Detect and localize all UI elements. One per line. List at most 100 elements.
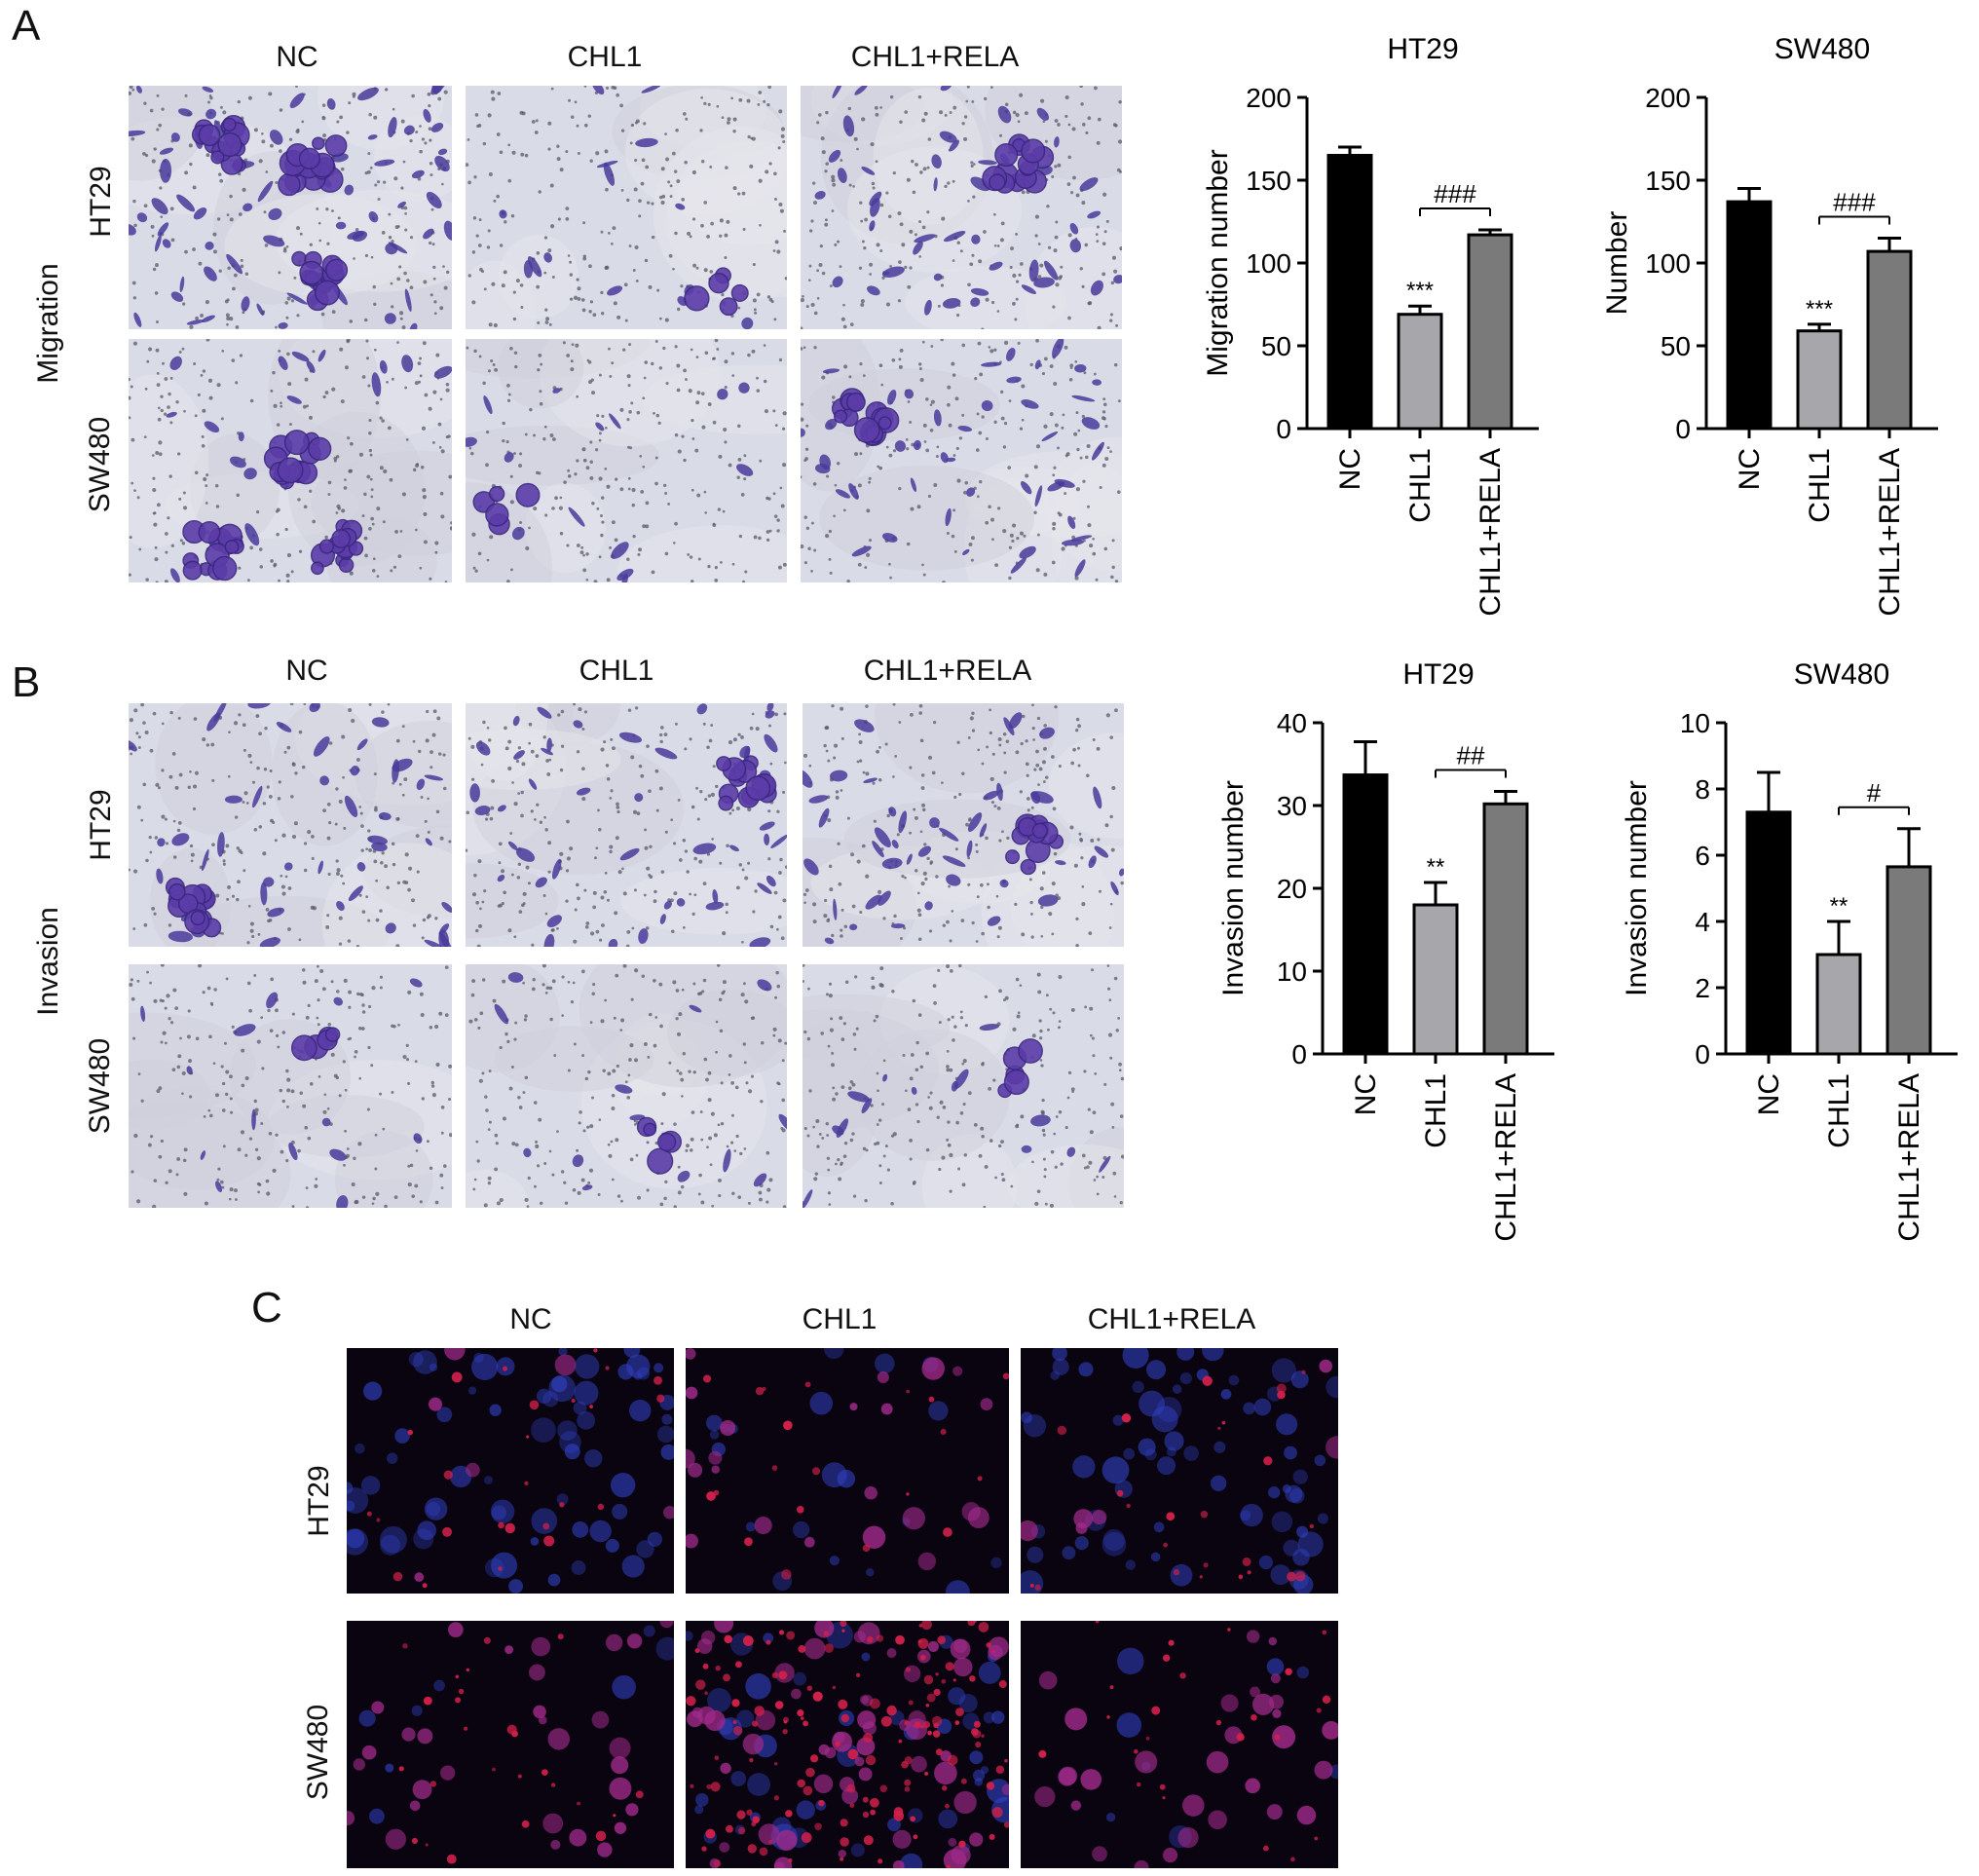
micrograph-a-ht29-nc: [129, 86, 452, 329]
row-head-a-sw480: SW480: [84, 416, 116, 513]
row-head-c-ht29: HT29: [303, 1465, 335, 1537]
x-tick-label: CHL1+RELA: [1874, 448, 1906, 617]
row-head-c-sw480: SW480: [302, 1704, 334, 1801]
panel-letter-a: A: [12, 2, 41, 50]
y-axis-label: Migration number: [1202, 149, 1234, 376]
col-head-b-nc: NC: [285, 655, 328, 687]
x-tick-label: CHL1+RELA: [1893, 1073, 1925, 1242]
col-head-b-chl1: CHL1: [579, 655, 654, 687]
significance-hashes: ###: [1833, 188, 1876, 217]
y-tick-label: 2: [1695, 973, 1710, 1003]
y-tick-label: 40: [1277, 708, 1307, 738]
y-tick-label: 10: [1277, 957, 1307, 987]
x-tick-label: CHL1: [1804, 448, 1836, 523]
col-head-a-nc: NC: [276, 41, 318, 73]
significance-stars: ***: [1806, 296, 1833, 322]
bar-nc: [1745, 810, 1792, 1056]
y-tick-label: 4: [1695, 907, 1710, 937]
fluorescence-c-ht29-nc: [347, 1348, 674, 1594]
micrograph-a-ht29-chl1-rela: [801, 86, 1122, 329]
micrograph-b-sw480-chl1: [466, 964, 787, 1208]
bar-chart-invasion-sw480: SW480 Invasion number 0 2 4 6 8 10 NC CHL1 CHL1+RE…: [1617, 645, 1967, 1278]
col-head-c-chl1: CHL1: [802, 1303, 877, 1335]
bar-chart-migration-sw480: SW480 Number 0 50 100 150 200 NC CHL1 CHL1+RELA **…: [1597, 19, 1948, 643]
y-tick-label: 6: [1695, 841, 1710, 871]
x-tick-label: CHL1: [1823, 1073, 1855, 1148]
x-tick-label: NC: [1334, 448, 1366, 490]
micrograph-b-ht29-chl1-rela: [803, 703, 1124, 947]
x-tick-label: CHL1+RELA: [1490, 1073, 1522, 1242]
micrograph-b-ht29-nc: [129, 703, 452, 947]
significance-hashes: ##: [1457, 741, 1485, 770]
y-tick-label: 0: [1291, 1039, 1307, 1069]
bar-chl1: [1412, 903, 1459, 1056]
bar-chart-migration-ht29: HT29 Migration number 0 50 100 150 200 NC CHL1 CH…: [1198, 19, 1549, 643]
bar-nc: [1326, 154, 1373, 431]
y-axis-label: Number: [1601, 211, 1633, 316]
col-head-a-chl1-rela: CHL1+RELA: [850, 41, 1020, 73]
row-head-b-invasion: Invasion: [32, 907, 64, 1016]
panel-letter-b: B: [12, 658, 41, 706]
bar-chl1: [1397, 313, 1443, 431]
x-tick-label: CHL1: [1420, 1073, 1452, 1148]
y-tick-label: 200: [1645, 83, 1691, 113]
y-tick-label: 0: [1695, 1039, 1710, 1069]
x-tick-label: NC: [1753, 1073, 1785, 1115]
significance-hashes: ###: [1434, 179, 1476, 208]
micrograph-a-ht29-chl1: [466, 86, 787, 329]
bar-chl1: [1796, 329, 1843, 431]
col-head-a-chl1: CHL1: [567, 41, 643, 73]
significance-stars: **: [1830, 893, 1848, 919]
y-tick-label: 10: [1680, 708, 1710, 738]
y-axis-label: Invasion number: [1621, 780, 1653, 996]
fluorescence-c-ht29-chl1-rela: [1021, 1348, 1338, 1594]
row-head-a-ht29: HT29: [85, 166, 117, 238]
col-head-c-chl1-rela: CHL1+RELA: [1087, 1303, 1256, 1335]
panel-letter-c: C: [251, 1284, 282, 1332]
bar-chl1-rela: [1886, 865, 1932, 1056]
significance-stars: ***: [1406, 278, 1434, 304]
chart-title: HT29: [1387, 33, 1458, 65]
y-tick-label: 150: [1246, 166, 1291, 196]
x-tick-label: NC: [1350, 1073, 1382, 1115]
col-head-c-nc: NC: [509, 1303, 552, 1335]
y-tick-label: 150: [1645, 166, 1691, 196]
y-tick-label: 50: [1261, 331, 1291, 361]
micrograph-b-sw480-nc: [129, 964, 452, 1208]
y-tick-label: 30: [1277, 791, 1307, 821]
micrograph-a-sw480-chl1: [466, 339, 787, 582]
micrograph-a-sw480-chl1-rela: [801, 339, 1122, 582]
fluorescence-c-ht29-chl1: [686, 1348, 1009, 1594]
bar-chl1-rela: [1467, 233, 1513, 431]
fluorescence-c-sw480-nc: [347, 1621, 674, 1868]
chart-title: SW480: [1794, 658, 1889, 691]
row-head-a-migration: Migration: [32, 263, 64, 384]
significance-stars: **: [1427, 854, 1445, 881]
bar-chl1-rela: [1866, 249, 1913, 431]
row-head-b-sw480: SW480: [84, 1037, 116, 1135]
micrograph-b-ht29-chl1: [466, 703, 787, 947]
bar-chl1: [1815, 953, 1862, 1056]
y-tick-label: 50: [1661, 331, 1691, 361]
x-tick-label: NC: [1734, 448, 1766, 490]
y-tick-label: 100: [1246, 248, 1291, 279]
x-tick-label: CHL1: [1404, 448, 1437, 523]
y-tick-label: 0: [1675, 414, 1691, 444]
row-head-b-ht29: HT29: [85, 789, 117, 861]
micrograph-a-sw480-nc: [129, 339, 452, 582]
y-tick-label: 0: [1276, 414, 1291, 444]
bar-nc: [1726, 200, 1773, 431]
bar-chl1-rela: [1482, 802, 1529, 1056]
y-axis-label: Invasion number: [1217, 780, 1250, 996]
y-tick-label: 100: [1645, 248, 1691, 279]
y-tick-label: 20: [1277, 874, 1307, 904]
fluorescence-c-sw480-chl1-rela: [1021, 1621, 1338, 1868]
chart-title: HT29: [1402, 658, 1474, 691]
col-head-b-chl1-rela: CHL1+RELA: [863, 655, 1032, 687]
bar-nc: [1342, 773, 1389, 1056]
micrograph-b-sw480-chl1-rela: [803, 964, 1124, 1208]
chart-title: SW480: [1774, 33, 1870, 65]
fluorescence-c-sw480-chl1: [686, 1621, 1009, 1868]
y-tick-label: 200: [1246, 83, 1291, 113]
bar-chart-invasion-ht29: HT29 Invasion number 0 10 20 30 40 NC CHL1 CHL1+R…: [1214, 645, 1564, 1278]
